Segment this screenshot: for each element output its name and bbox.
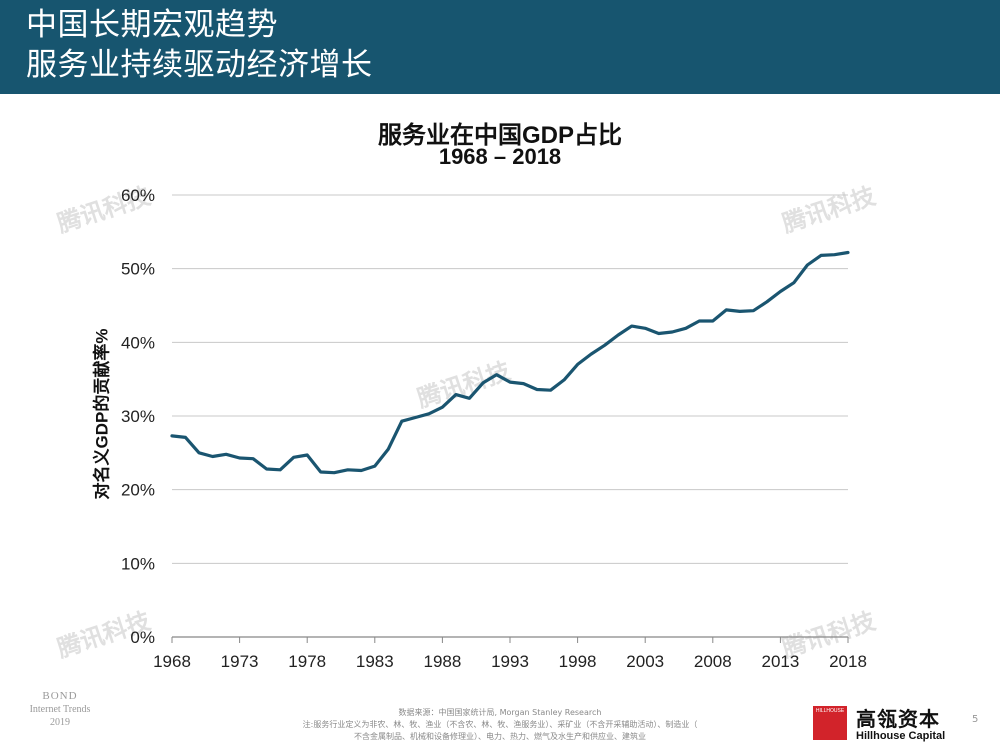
y-tick-label: 30% [121, 407, 155, 426]
chart-subtitle: 1968 – 2018 [438, 144, 562, 169]
chart-title: 服务业在中国GDP占比 [377, 122, 622, 149]
source-line3: 不含金属制品、机械和设备修理业）、电力、热力、燃气及水生产和供应业、建筑业 [354, 732, 646, 741]
series-line [170, 250, 850, 475]
line-chart: 0% 10% 20% 30% 40% 50% 60% 1968 1973 1978 1983 198… [121, 186, 867, 671]
y-tick-label: 40% [121, 333, 155, 352]
source-line2: 注:服务行业定义为非农、林、牧、渔业（不含农、林、牧、渔服务业）、采矿业（不含开… [302, 720, 698, 729]
y-tick-label: 0% [130, 628, 155, 647]
y-tick-labels: 0% 10% 20% 30% 40% 50% 60% [121, 186, 155, 647]
hillhouse-logo: HILLHOUSE [813, 706, 847, 740]
brand-chinese: 高瓴资本 [856, 707, 940, 731]
x-tick-label: 2003 [626, 652, 664, 671]
header-bar: 中国长期宏观趋势 服务业持续驱动经济增长 [0, 0, 1000, 94]
hillhouse-logo-text: HILLHOUSE [815, 708, 845, 714]
y-tick-label: 50% [121, 260, 155, 279]
x-tick-label: 1998 [559, 652, 597, 671]
x-tick-label: 1988 [423, 652, 461, 671]
x-tick-labels: 1968 1973 1978 1983 1988 1993 1998 2003 2008 2013… [153, 637, 867, 671]
bond-line1: BOND [42, 690, 78, 702]
brand-english: Hillhouse Capital [856, 730, 946, 742]
x-tick-label: 2008 [694, 652, 732, 671]
y-tick-label: 20% [121, 481, 155, 500]
header-title-line1: 中国长期宏观趋势 [26, 7, 278, 43]
x-tick-label: 1968 [153, 652, 191, 671]
header-title-line2: 服务业持续驱动经济增长 [26, 47, 373, 83]
bond-line3: 2019 [50, 717, 70, 728]
x-tick-label: 1973 [221, 652, 259, 671]
y-tick-label: 10% [121, 554, 155, 573]
bond-line2: Internet Trends [29, 704, 91, 715]
source-line1: 数据来源：中国国家统计局, Morgan Stanley Research [398, 708, 602, 717]
gridlines [172, 194, 848, 638]
x-tick-label: 1978 [288, 652, 326, 671]
x-tick-label: 2018 [829, 652, 867, 671]
page-number: 5 [972, 714, 979, 725]
y-tick-label: 60% [121, 186, 155, 205]
x-tick-label: 1983 [356, 652, 394, 671]
x-tick-label: 1993 [491, 652, 529, 671]
source-note: 数据来源：中国国家统计局, Morgan Stanley Research 注:… [230, 707, 770, 743]
bond-logo: BOND Internet Trends 2019 [20, 690, 100, 729]
x-tick-label: 2013 [761, 652, 799, 671]
